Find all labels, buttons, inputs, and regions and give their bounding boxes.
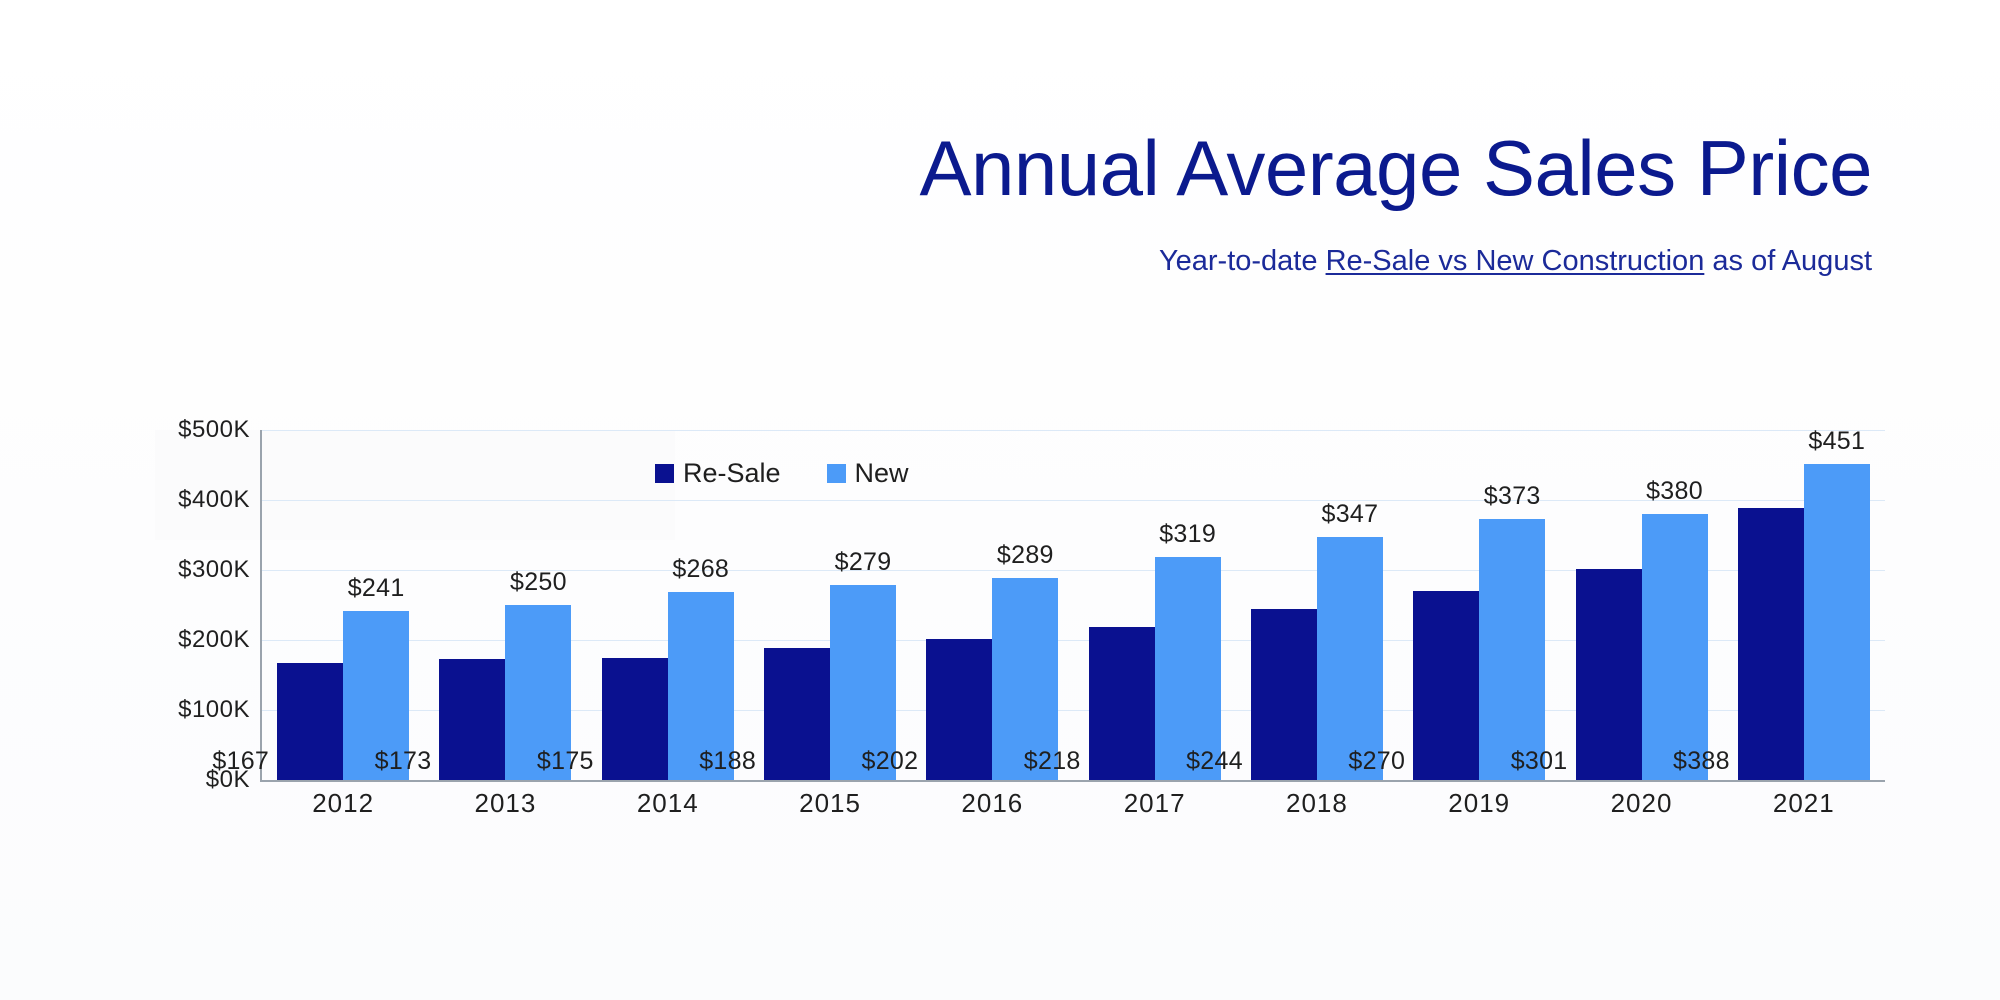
- y-axis-tick-label: $400K: [178, 486, 250, 513]
- bar-new-2015[interactable]: $279: [830, 548, 897, 780]
- bar-new-2020[interactable]: $380: [1641, 477, 1708, 780]
- gridline: [262, 640, 1885, 641]
- bar-value-label: $268: [672, 555, 730, 584]
- subtitle-suffix: as of August: [1704, 245, 1872, 277]
- subtitle-underlined-text: Re-Sale vs New Construction: [1325, 245, 1705, 277]
- gridline: [262, 500, 1885, 501]
- bar-re-sale-2021[interactable]: $388: [1673, 508, 1804, 780]
- bar-re-sale-2020[interactable]: $301: [1511, 569, 1642, 780]
- bar-value-label: $301: [1510, 747, 1568, 775]
- bar-value-label: $202: [861, 747, 919, 775]
- bar-value-label: $218: [1023, 747, 1081, 775]
- y-axis-tick-label: $100K: [178, 696, 250, 723]
- x-axis-tick-label: 2014: [636, 788, 699, 818]
- bar-group-2021: $388 $451: [1673, 427, 1885, 780]
- bar-new-2013[interactable]: $250: [505, 568, 572, 780]
- y-axis-tick-label: $300K: [178, 556, 250, 583]
- bar-value-label: $319: [1159, 519, 1217, 548]
- bar-re-sale-2015[interactable]: $188: [699, 648, 831, 780]
- bar-group-2014: $175 $268: [537, 430, 749, 780]
- bar-value-label: $241: [347, 574, 405, 603]
- legend-swatch-new: [826, 464, 846, 483]
- bar-group-2018: $244 $347: [1186, 430, 1398, 780]
- x-axis-tick-label: 2021: [1772, 788, 1835, 818]
- plot-area: $500K $400K $300K $200K $100K $0K $167 $241 $17…: [155, 416, 1885, 825]
- bar-new-2018[interactable]: $347: [1316, 500, 1383, 780]
- bar-value-label: $451: [1808, 427, 1866, 456]
- bar-re-sale-2014[interactable]: $175: [537, 657, 668, 780]
- bar-re-sale-2019[interactable]: $270: [1348, 591, 1480, 780]
- x-axis-tick-label: 2013: [474, 788, 537, 818]
- bar-value-label: $270: [1348, 747, 1406, 775]
- gridline: [262, 710, 1885, 711]
- x-axis: 2012 2013 2014 2015 2016 2017 2018 2019 2020 2021: [262, 788, 1885, 819]
- subtitle-prefix: Year-to-date: [1158, 245, 1326, 277]
- bar-value-label: $289: [996, 540, 1054, 569]
- y-axis-tick-label: $0K: [205, 766, 250, 793]
- bar-new-2014[interactable]: $268: [667, 555, 734, 780]
- bar-groups: $167 $241 $173 $250 $175 $268 $188 $279 $202 $289…: [212, 427, 1885, 780]
- gridlines: [262, 430, 1885, 780]
- bar-value-label: $188: [699, 747, 757, 775]
- chart-legend: Re-Sale New: [655, 458, 909, 489]
- legend-label-new: New: [854, 458, 909, 488]
- bar-new-2021[interactable]: $451: [1803, 427, 1870, 780]
- x-axis-tick-label: 2020: [1610, 788, 1673, 818]
- bar-re-sale-2018[interactable]: $244: [1186, 609, 1317, 780]
- y-axis-tick-label: $200K: [178, 626, 250, 653]
- x-axis-line: [260, 780, 1885, 782]
- bar-re-sale-2016[interactable]: $202: [862, 638, 993, 780]
- bar-value-label: $279: [834, 547, 892, 576]
- bar-value-label: $175: [536, 747, 594, 775]
- bar-value-label: $380: [1646, 477, 1703, 505]
- bar-new-2012[interactable]: $241: [343, 574, 410, 780]
- legend-item-resale[interactable]: Re-Sale: [655, 458, 781, 489]
- bar-group-2015: $188 $279: [699, 430, 911, 780]
- chart-subtitle: Year-to-date Re-Sale vs New Construction…: [1159, 245, 1872, 277]
- chart-title: Annual Average Sales Price: [919, 124, 1872, 212]
- legend-item-new[interactable]: New: [826, 458, 909, 489]
- bar-re-sale-2013[interactable]: $173: [375, 658, 506, 780]
- legend-swatch-resale: [655, 464, 674, 483]
- bar-value-label: $173: [374, 747, 432, 775]
- bar-value-label: $244: [1186, 747, 1243, 775]
- legend-label-resale: Re-Sale: [683, 458, 781, 488]
- bar-re-sale-2012[interactable]: $167: [212, 663, 344, 780]
- bar-value-label: $388: [1672, 747, 1730, 775]
- x-axis-tick-label: 2017: [1123, 788, 1186, 818]
- bar-group-2020: $301 $380: [1511, 430, 1722, 780]
- x-axis-tick-label: 2016: [961, 788, 1024, 818]
- bar-value-label: $167: [212, 747, 270, 775]
- y-axis-tick-label: $500K: [178, 416, 250, 443]
- bar-new-2019[interactable]: $373: [1479, 482, 1546, 780]
- bar-group-2016: $202 $289: [862, 430, 1073, 780]
- bar-group-2017: $218 $319: [1024, 430, 1235, 780]
- bar-new-2016[interactable]: $289: [992, 541, 1059, 780]
- y-axis-line: [260, 430, 262, 780]
- bar-value-label: $250: [510, 568, 567, 596]
- x-axis-tick-label: 2015: [799, 788, 861, 818]
- bar-group-2013: $173 $250: [375, 430, 586, 780]
- bar-group-2019: $270 $373: [1348, 430, 1560, 780]
- y-axis: $500K $400K $300K $200K $100K $0K: [155, 416, 250, 793]
- x-axis-tick-label: 2012: [312, 788, 375, 818]
- gridline: [262, 570, 1885, 571]
- x-axis-tick-label: 2018: [1286, 788, 1348, 818]
- bar-value-label: $347: [1321, 500, 1379, 529]
- gridline: [262, 430, 1885, 431]
- bar-value-label: $373: [1483, 481, 1541, 510]
- bar-new-2017[interactable]: $319: [1154, 520, 1221, 780]
- bar-re-sale-2017[interactable]: $218: [1024, 627, 1155, 780]
- bar-group-2012: $167 $241: [212, 430, 424, 780]
- x-axis-tick-label: 2019: [1448, 788, 1511, 818]
